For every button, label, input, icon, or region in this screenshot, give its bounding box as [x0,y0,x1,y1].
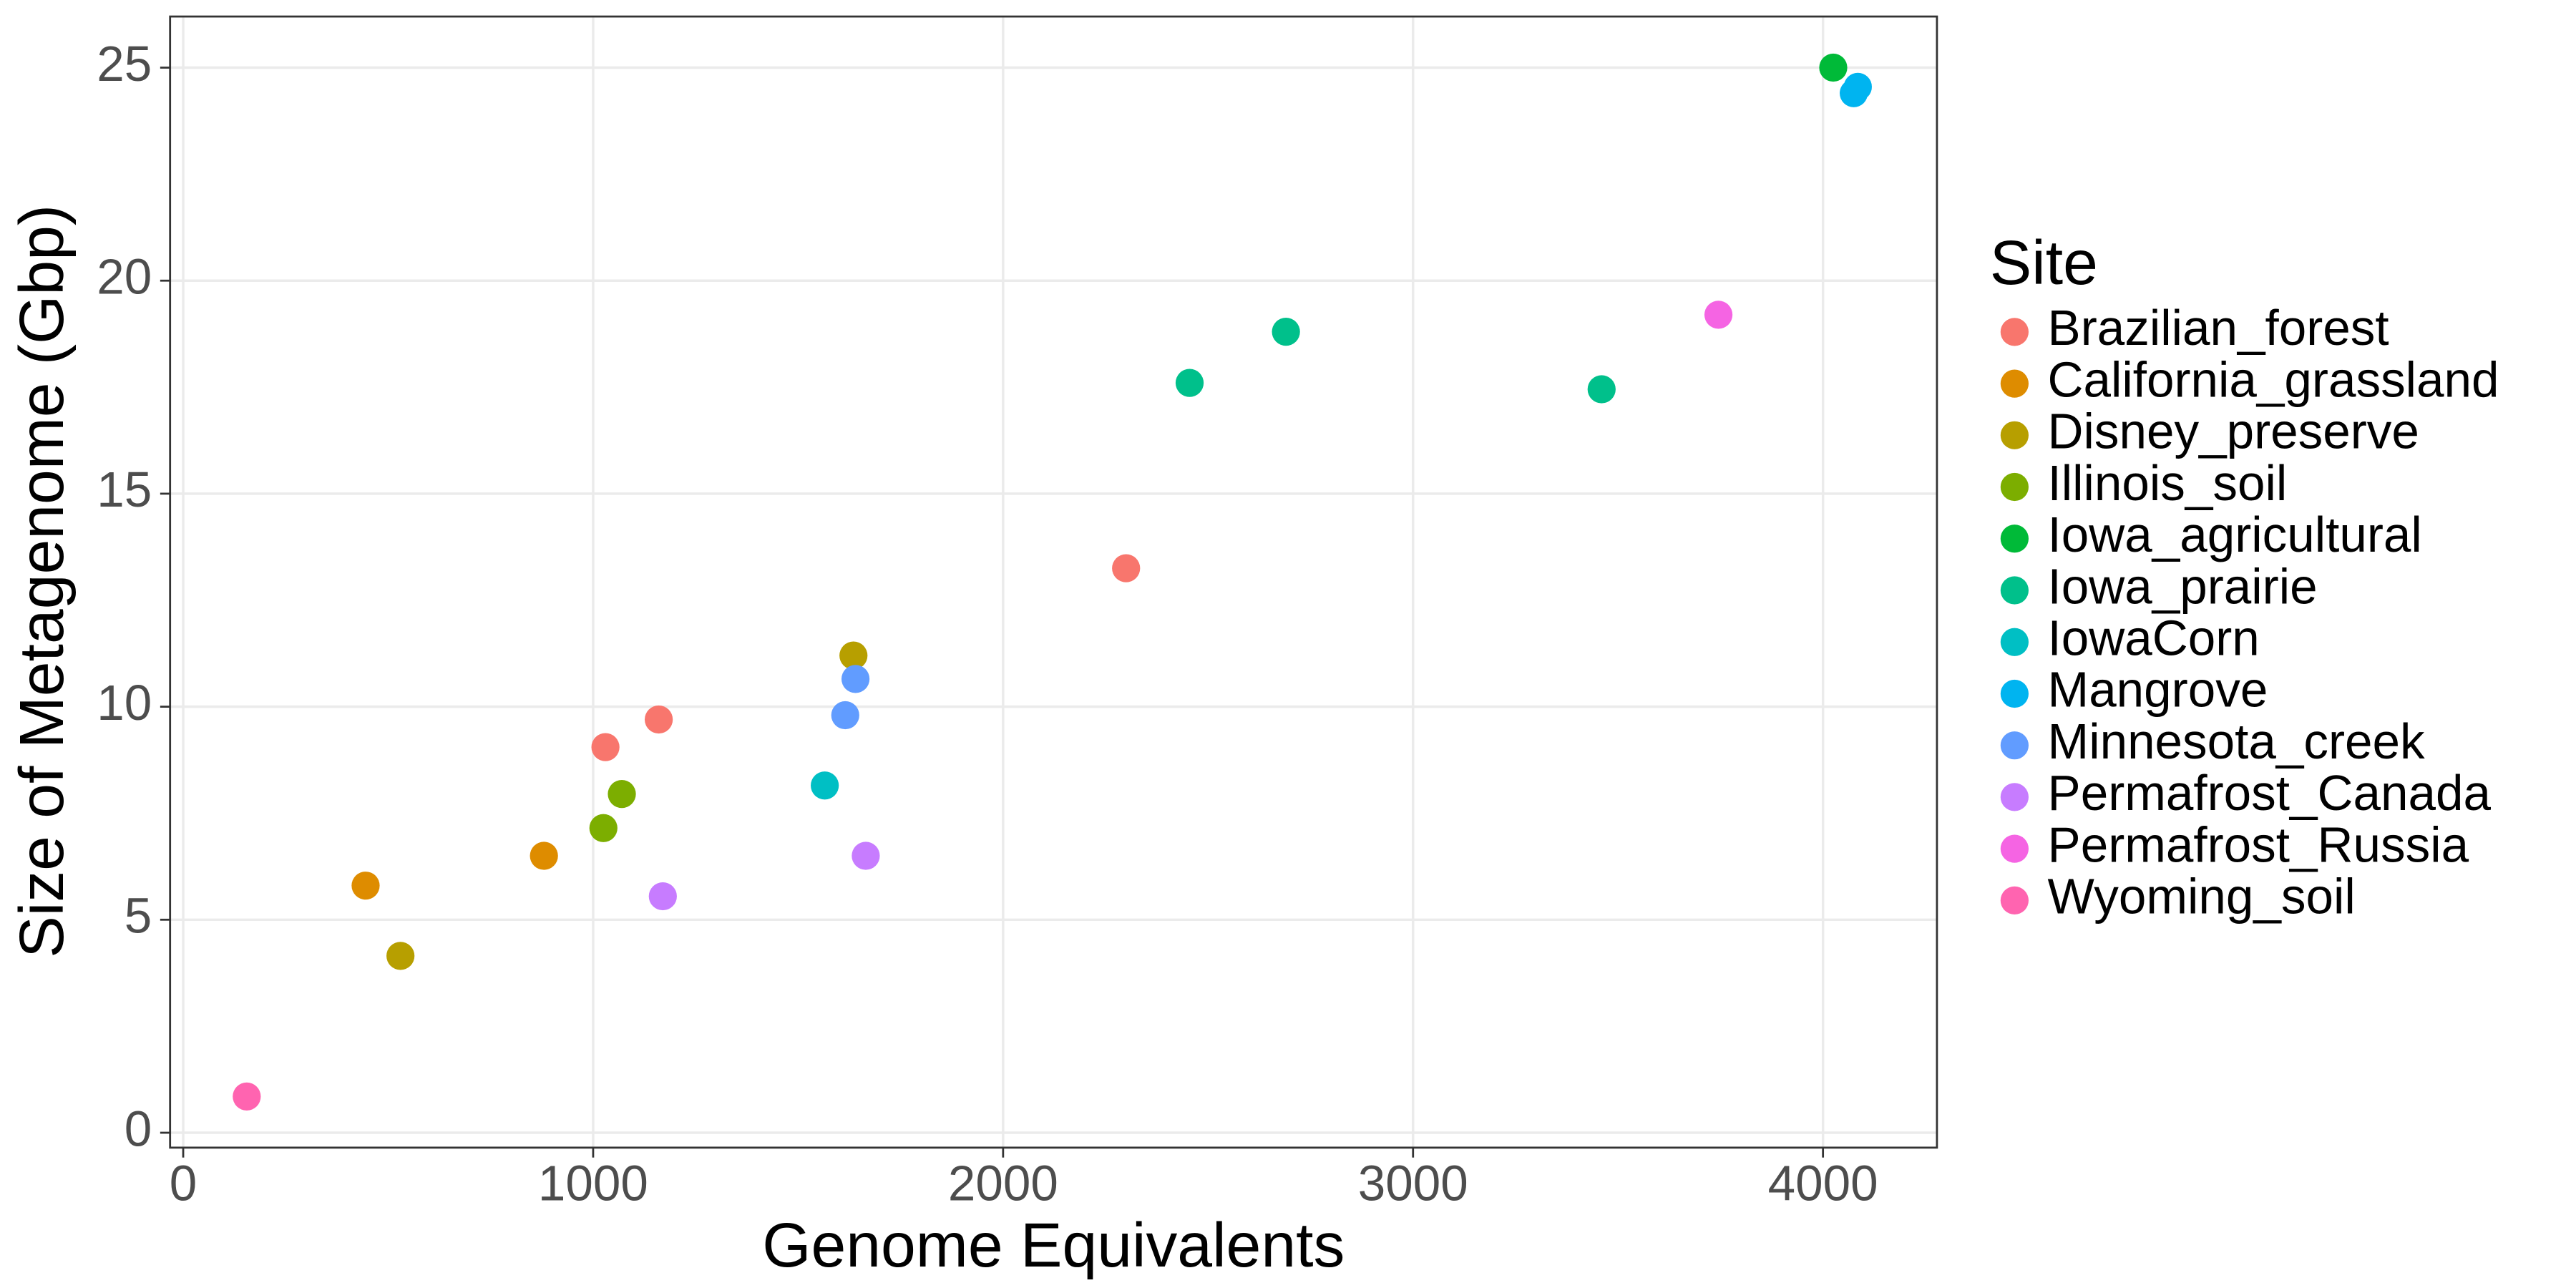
point [644,705,673,734]
x-tick-label: 0 [170,1156,197,1211]
legend-label: Permafrost_Canada [2048,765,2492,821]
point [841,665,870,693]
point [1840,79,1868,107]
x-tick-label: 2000 [948,1156,1058,1211]
point [648,882,677,911]
legend-swatch [2000,525,2029,553]
point [589,814,618,842]
x-tick-label: 4000 [1768,1156,1878,1211]
legend-swatch [2000,731,2029,760]
point [233,1082,261,1111]
legend-swatch [2000,834,2029,863]
point [591,733,620,761]
x-tick-label: 1000 [538,1156,648,1211]
point [1112,554,1141,582]
point [386,942,415,970]
y-axis-label: Size of Metagenome (Gbp) [6,205,77,958]
point [1704,301,1733,329]
x-axis-label: Genome Equivalents [762,1210,1345,1280]
plot-panel [169,15,1938,1149]
y-tick-label: 10 [97,675,152,731]
legend-label: IowaCorn [2048,610,2260,666]
point [1587,375,1616,404]
legend-swatch [2000,369,2029,398]
legend-swatch [2000,472,2029,502]
point [1819,53,1848,82]
legend-label: Minnesota_creek [2048,713,2426,769]
legend-label: California_grassland [2048,351,2499,407]
point [1272,318,1300,346]
legend-label: Brazilian_forest [2048,300,2389,356]
point [839,641,868,670]
legend-label: Wyoming_soil [2048,869,2356,924]
legend-label: Mangrove [2048,662,2268,718]
point [811,771,839,800]
legend-title: Site [1990,228,2098,298]
legend-label: Illinois_soil [2048,455,2288,511]
legend-swatch [2000,628,2029,656]
legend-label: Permafrost_Russia [2048,816,2469,872]
legend-swatch [2000,886,2029,914]
y-tick-label: 5 [125,888,152,944]
y-tick-label: 0 [125,1101,152,1156]
legend-label: Iowa_prairie [2048,558,2318,614]
legend-swatch [2000,318,2029,346]
legend-swatch [2000,783,2029,811]
legend-swatch [2000,421,2029,449]
point [530,841,558,870]
point [608,780,636,809]
legend-label: Disney_preserve [2048,404,2419,459]
legend-label: Iowa_agricultural [2048,507,2422,562]
legend-swatch [2000,679,2029,708]
point [852,841,880,870]
y-tick-label: 25 [97,36,152,92]
y-tick-label: 20 [97,249,152,305]
point [351,872,380,900]
x-tick-label: 3000 [1358,1156,1468,1211]
point [831,701,859,730]
legend-swatch [2000,576,2029,605]
y-tick-label: 15 [97,462,152,517]
point [1175,369,1204,397]
